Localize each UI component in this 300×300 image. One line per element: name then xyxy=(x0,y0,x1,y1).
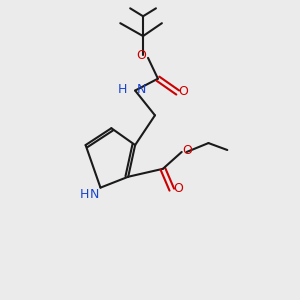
Text: N: N xyxy=(90,188,99,201)
Text: H: H xyxy=(80,188,89,201)
Text: H: H xyxy=(118,83,127,96)
Text: O: O xyxy=(136,50,146,62)
Text: O: O xyxy=(179,85,189,98)
Text: O: O xyxy=(173,182,183,195)
Text: O: O xyxy=(183,145,193,158)
Text: N: N xyxy=(137,83,146,96)
